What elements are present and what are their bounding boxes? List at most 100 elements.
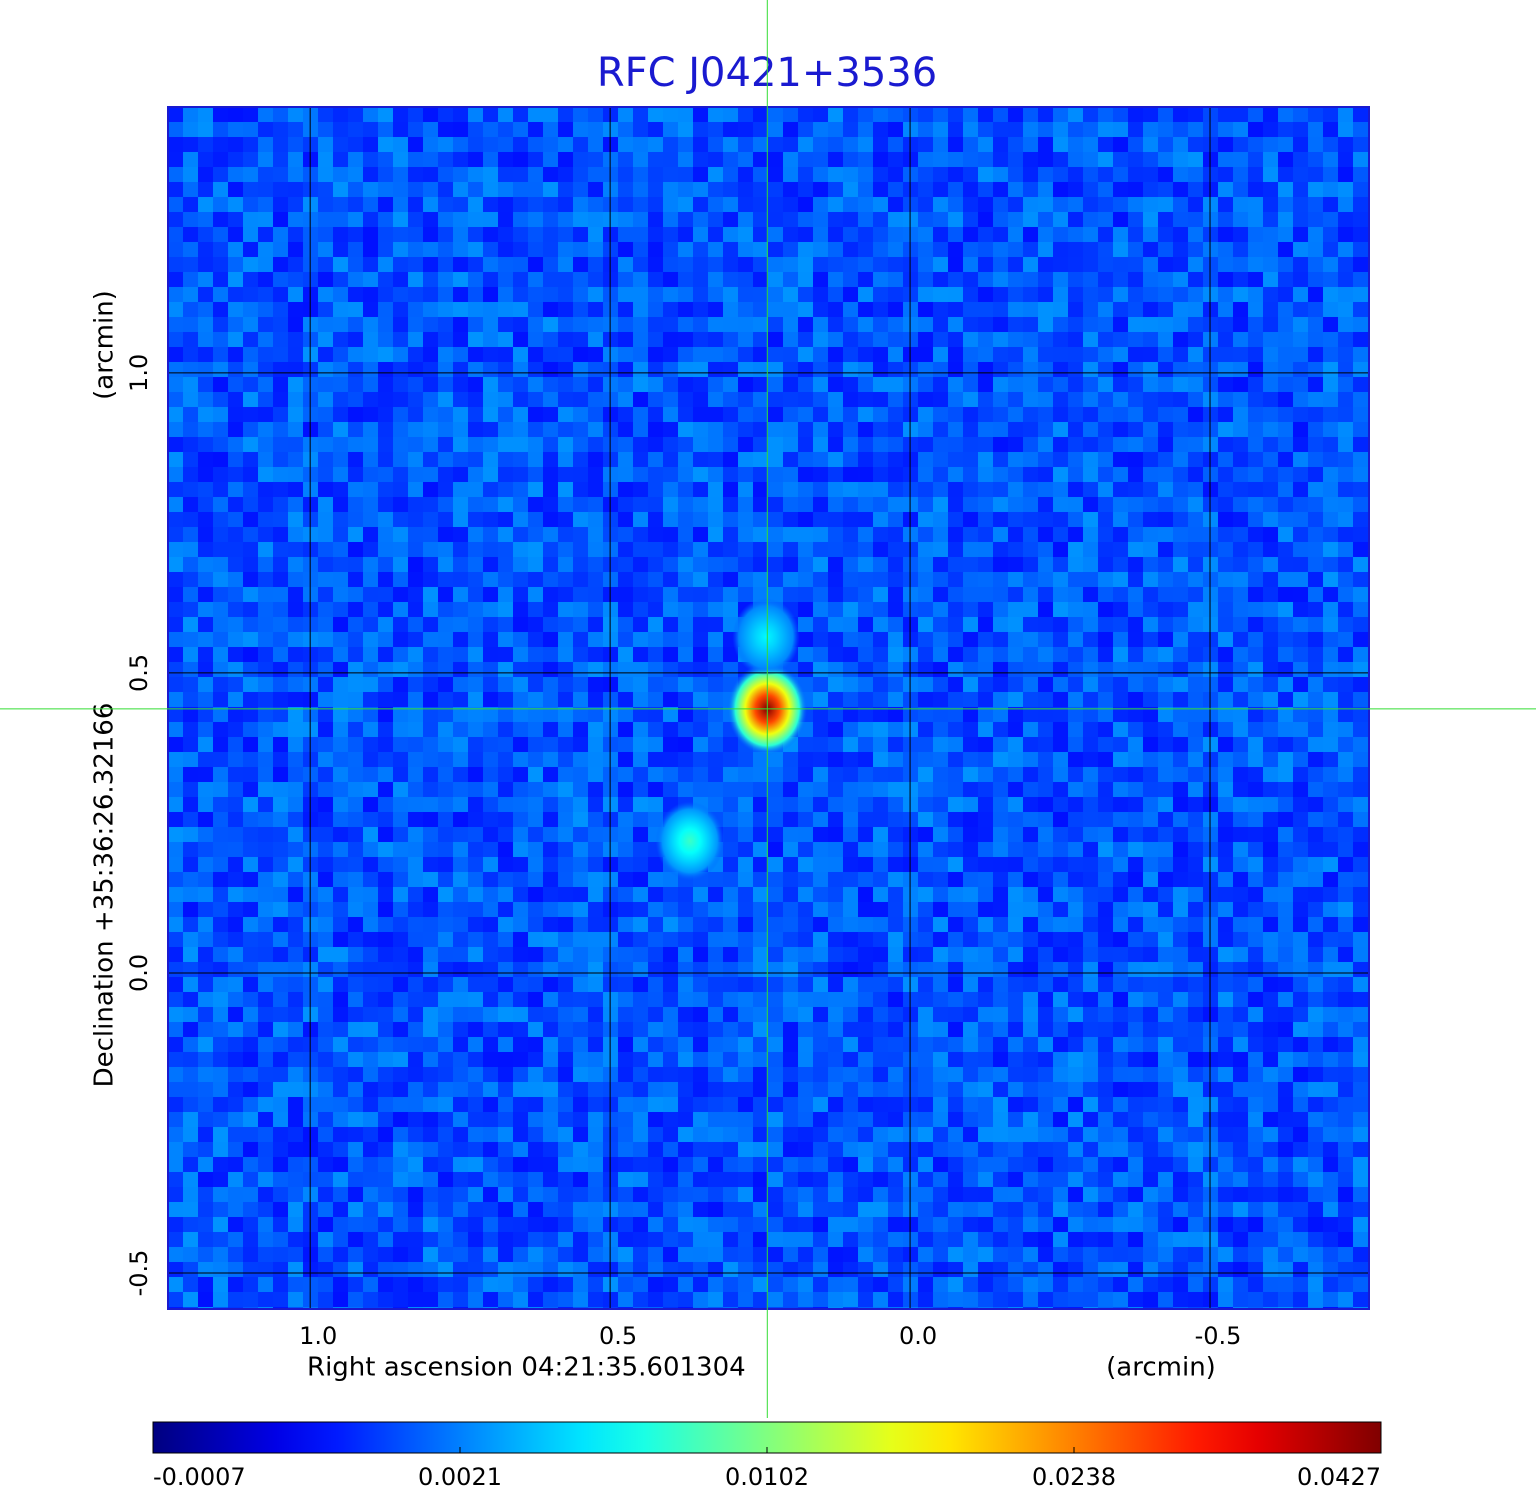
noise-pixel bbox=[1293, 467, 1308, 482]
noise-pixel bbox=[453, 467, 468, 482]
noise-pixel bbox=[1008, 152, 1023, 167]
noise-pixel bbox=[363, 857, 378, 872]
noise-pixel bbox=[228, 182, 243, 197]
noise-pixel bbox=[1338, 662, 1353, 677]
noise-pixel bbox=[168, 977, 183, 992]
noise-pixel bbox=[918, 947, 933, 962]
noise-pixel bbox=[183, 977, 198, 992]
noise-pixel bbox=[168, 107, 183, 122]
noise-pixel bbox=[933, 512, 948, 527]
noise-pixel bbox=[408, 122, 423, 137]
noise-pixel bbox=[183, 122, 198, 137]
noise-pixel bbox=[888, 137, 903, 152]
noise-pixel bbox=[438, 407, 453, 422]
noise-pixel bbox=[198, 392, 213, 407]
noise-pixel bbox=[258, 167, 273, 182]
noise-pixel bbox=[543, 287, 558, 302]
noise-pixel bbox=[1143, 722, 1158, 737]
noise-pixel bbox=[198, 662, 213, 677]
noise-pixel bbox=[678, 332, 693, 347]
noise-pixel bbox=[693, 962, 708, 977]
noise-pixel bbox=[1323, 392, 1338, 407]
noise-pixel bbox=[318, 557, 333, 572]
noise-pixel bbox=[363, 722, 378, 737]
noise-pixel bbox=[408, 617, 423, 632]
noise-pixel bbox=[258, 707, 273, 722]
noise-pixel bbox=[708, 212, 723, 227]
noise-pixel bbox=[288, 497, 303, 512]
noise-pixel bbox=[558, 767, 573, 782]
noise-pixel bbox=[933, 677, 948, 692]
noise-pixel bbox=[1233, 647, 1248, 662]
noise-pixel bbox=[963, 797, 978, 812]
noise-pixel bbox=[333, 947, 348, 962]
noise-pixel bbox=[1308, 557, 1323, 572]
noise-pixel bbox=[933, 992, 948, 1007]
noise-pixel bbox=[753, 122, 768, 137]
noise-pixel bbox=[348, 812, 363, 827]
noise-pixel bbox=[1233, 737, 1248, 752]
noise-pixel bbox=[873, 932, 888, 947]
noise-pixel bbox=[1278, 752, 1293, 767]
noise-pixel bbox=[813, 317, 828, 332]
noise-pixel bbox=[993, 947, 1008, 962]
noise-pixel bbox=[918, 332, 933, 347]
noise-pixel bbox=[873, 707, 888, 722]
noise-pixel bbox=[648, 677, 663, 692]
noise-pixel bbox=[213, 317, 228, 332]
noise-pixel bbox=[1293, 857, 1308, 872]
noise-pixel bbox=[513, 887, 528, 902]
noise-pixel bbox=[588, 872, 603, 887]
noise-pixel bbox=[378, 347, 393, 362]
noise-pixel bbox=[438, 992, 453, 1007]
noise-pixel bbox=[1308, 257, 1323, 272]
noise-pixel bbox=[1353, 527, 1368, 542]
noise-pixel bbox=[978, 452, 993, 467]
noise-pixel bbox=[183, 692, 198, 707]
noise-pixel bbox=[1353, 557, 1368, 572]
noise-pixel bbox=[1263, 212, 1278, 227]
noise-pixel bbox=[1293, 407, 1308, 422]
noise-pixel bbox=[273, 707, 288, 722]
noise-pixel bbox=[963, 482, 978, 497]
noise-pixel bbox=[183, 227, 198, 242]
noise-pixel bbox=[168, 692, 183, 707]
noise-pixel bbox=[1293, 632, 1308, 647]
noise-pixel bbox=[693, 437, 708, 452]
noise-pixel bbox=[378, 557, 393, 572]
noise-pixel bbox=[963, 542, 978, 557]
noise-pixel bbox=[738, 857, 753, 872]
noise-pixel bbox=[513, 257, 528, 272]
noise-pixel bbox=[333, 377, 348, 392]
noise-pixel bbox=[1293, 962, 1308, 977]
noise-pixel bbox=[873, 407, 888, 422]
noise-pixel bbox=[258, 122, 273, 137]
noise-pixel bbox=[1278, 917, 1293, 932]
noise-pixel bbox=[1143, 797, 1158, 812]
noise-pixel bbox=[813, 347, 828, 362]
noise-pixel bbox=[1038, 227, 1053, 242]
noise-pixel bbox=[558, 182, 573, 197]
noise-pixel bbox=[678, 782, 693, 797]
noise-pixel bbox=[693, 497, 708, 512]
noise-pixel bbox=[1053, 647, 1068, 662]
noise-pixel bbox=[543, 272, 558, 287]
noise-pixel bbox=[288, 302, 303, 317]
noise-pixel bbox=[228, 302, 243, 317]
noise-pixel bbox=[1338, 242, 1353, 257]
noise-pixel bbox=[483, 377, 498, 392]
noise-pixel bbox=[993, 572, 1008, 587]
noise-pixel bbox=[1323, 257, 1338, 272]
noise-pixel bbox=[258, 992, 273, 1007]
noise-pixel bbox=[408, 947, 423, 962]
noise-pixel bbox=[1053, 752, 1068, 767]
noise-pixel bbox=[1308, 362, 1323, 377]
noise-pixel bbox=[168, 752, 183, 767]
noise-pixel bbox=[1293, 392, 1308, 407]
noise-pixel bbox=[768, 797, 783, 812]
noise-pixel bbox=[738, 197, 753, 212]
noise-pixel bbox=[1143, 827, 1158, 842]
noise-pixel bbox=[933, 407, 948, 422]
noise-pixel bbox=[1263, 452, 1278, 467]
noise-pixel bbox=[468, 812, 483, 827]
